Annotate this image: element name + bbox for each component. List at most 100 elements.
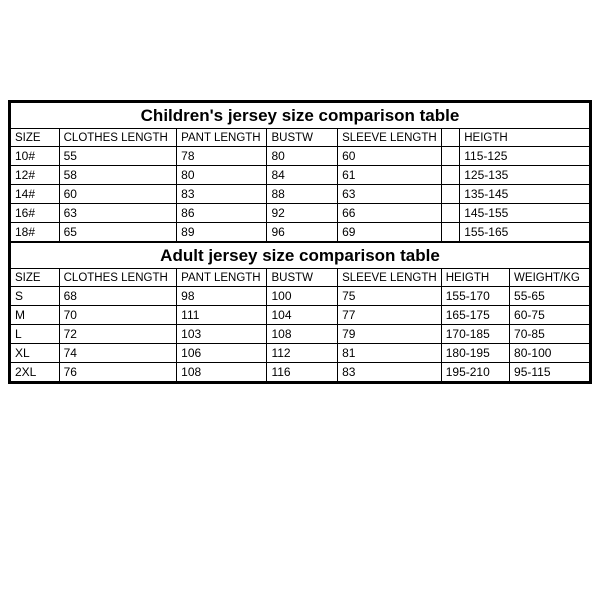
- children-size-table: Children's jersey size comparison table …: [10, 102, 590, 242]
- adult-cell: 104: [267, 306, 338, 325]
- children-cell: 145-155: [460, 204, 590, 223]
- adult-cell: 103: [177, 325, 267, 344]
- adult-cell: 112: [267, 344, 338, 363]
- size-tables-container: Children's jersey size comparison table …: [8, 100, 592, 384]
- children-row: 18#65899669 155-165: [11, 223, 590, 242]
- children-title: Children's jersey size comparison table: [11, 103, 590, 129]
- children-cell: 66: [338, 204, 442, 223]
- children-cell: 69: [338, 223, 442, 242]
- adult-col-header: SLEEVE LENGTH: [338, 269, 442, 287]
- adult-cell: 83: [338, 363, 442, 382]
- adult-col-header: SIZE: [11, 269, 60, 287]
- adult-cell: 70: [59, 306, 177, 325]
- adult-cell: 81: [338, 344, 442, 363]
- adult-cell: L: [11, 325, 60, 344]
- children-cell: 115-125: [460, 147, 590, 166]
- adult-cell: 79: [338, 325, 442, 344]
- children-cell: 61: [338, 166, 442, 185]
- children-row: 10#55788060 115-125: [11, 147, 590, 166]
- adult-size-table: Adult jersey size comparison table SIZEC…: [10, 242, 590, 382]
- adult-cell: 165-175: [441, 306, 509, 325]
- children-cell: 60: [338, 147, 442, 166]
- children-cell: 84: [267, 166, 338, 185]
- children-row: 16#63869266 145-155: [11, 204, 590, 223]
- children-col-header: CLOTHES LENGTH: [59, 129, 177, 147]
- adult-cell: 170-185: [441, 325, 509, 344]
- children-cell: 80: [177, 166, 267, 185]
- adult-cell: 2XL: [11, 363, 60, 382]
- children-title-row: Children's jersey size comparison table: [11, 103, 590, 129]
- children-cell: 10#: [11, 147, 60, 166]
- children-row: 14#60838863 135-145: [11, 185, 590, 204]
- adult-title-row: Adult jersey size comparison table: [11, 243, 590, 269]
- children-cell: [441, 185, 460, 204]
- adult-col-header: HEIGTH: [441, 269, 509, 287]
- adult-cell: 70-85: [510, 325, 590, 344]
- children-cell: 55: [59, 147, 177, 166]
- children-cell: 125-135: [460, 166, 590, 185]
- children-cell: 16#: [11, 204, 60, 223]
- children-cell: 135-145: [460, 185, 590, 204]
- adult-cell: 100: [267, 287, 338, 306]
- adult-title: Adult jersey size comparison table: [11, 243, 590, 269]
- children-cell: 92: [267, 204, 338, 223]
- children-cell: [441, 223, 460, 242]
- children-cell: 96: [267, 223, 338, 242]
- adult-row: M7011110477165-17560-75: [11, 306, 590, 325]
- adult-cell: 111: [177, 306, 267, 325]
- children-cell: 63: [59, 204, 177, 223]
- adult-row: L7210310879170-18570-85: [11, 325, 590, 344]
- children-col-header: [441, 129, 460, 147]
- adult-cell: 60-75: [510, 306, 590, 325]
- children-row: 12#58808461 125-135: [11, 166, 590, 185]
- adult-cell: M: [11, 306, 60, 325]
- children-col-header: HEIGTH: [460, 129, 590, 147]
- adult-cell: 116: [267, 363, 338, 382]
- adult-cell: 76: [59, 363, 177, 382]
- adult-cell: XL: [11, 344, 60, 363]
- children-cell: 14#: [11, 185, 60, 204]
- adult-cell: 108: [177, 363, 267, 382]
- children-cell: 18#: [11, 223, 60, 242]
- children-header-row: SIZECLOTHES LENGTHPANT LENGTHBUSTWSLEEVE…: [11, 129, 590, 147]
- children-cell: 58: [59, 166, 177, 185]
- adult-cell: 195-210: [441, 363, 509, 382]
- adult-cell: 72: [59, 325, 177, 344]
- children-cell: 83: [177, 185, 267, 204]
- children-cell: 88: [267, 185, 338, 204]
- children-col-header: BUSTW: [267, 129, 338, 147]
- adult-row: 2XL7610811683195-21095-115: [11, 363, 590, 382]
- adult-col-header: CLOTHES LENGTH: [59, 269, 177, 287]
- adult-cell: 155-170: [441, 287, 509, 306]
- adult-cell: 74: [59, 344, 177, 363]
- children-cell: [441, 204, 460, 223]
- children-cell: 63: [338, 185, 442, 204]
- children-col-header: SLEEVE LENGTH: [338, 129, 442, 147]
- adult-col-header: WEIGHT/KG: [510, 269, 590, 287]
- children-cell: 12#: [11, 166, 60, 185]
- adult-cell: 77: [338, 306, 442, 325]
- adult-cell: 80-100: [510, 344, 590, 363]
- children-col-header: SIZE: [11, 129, 60, 147]
- adult-cell: 75: [338, 287, 442, 306]
- children-cell: 65: [59, 223, 177, 242]
- children-col-header: PANT LENGTH: [177, 129, 267, 147]
- adult-cell: 108: [267, 325, 338, 344]
- adult-cell: 106: [177, 344, 267, 363]
- adult-col-header: BUSTW: [267, 269, 338, 287]
- adult-cell: 55-65: [510, 287, 590, 306]
- adult-header-row: SIZECLOTHES LENGTHPANT LENGTHBUSTWSLEEVE…: [11, 269, 590, 287]
- children-cell: 155-165: [460, 223, 590, 242]
- children-cell: [441, 166, 460, 185]
- children-cell: 78: [177, 147, 267, 166]
- adult-row: S689810075155-17055-65: [11, 287, 590, 306]
- children-cell: 80: [267, 147, 338, 166]
- children-cell: 89: [177, 223, 267, 242]
- adult-cell: 98: [177, 287, 267, 306]
- children-cell: 86: [177, 204, 267, 223]
- adult-cell: 68: [59, 287, 177, 306]
- adult-cell: 180-195: [441, 344, 509, 363]
- children-cell: [441, 147, 460, 166]
- adult-col-header: PANT LENGTH: [177, 269, 267, 287]
- children-cell: 60: [59, 185, 177, 204]
